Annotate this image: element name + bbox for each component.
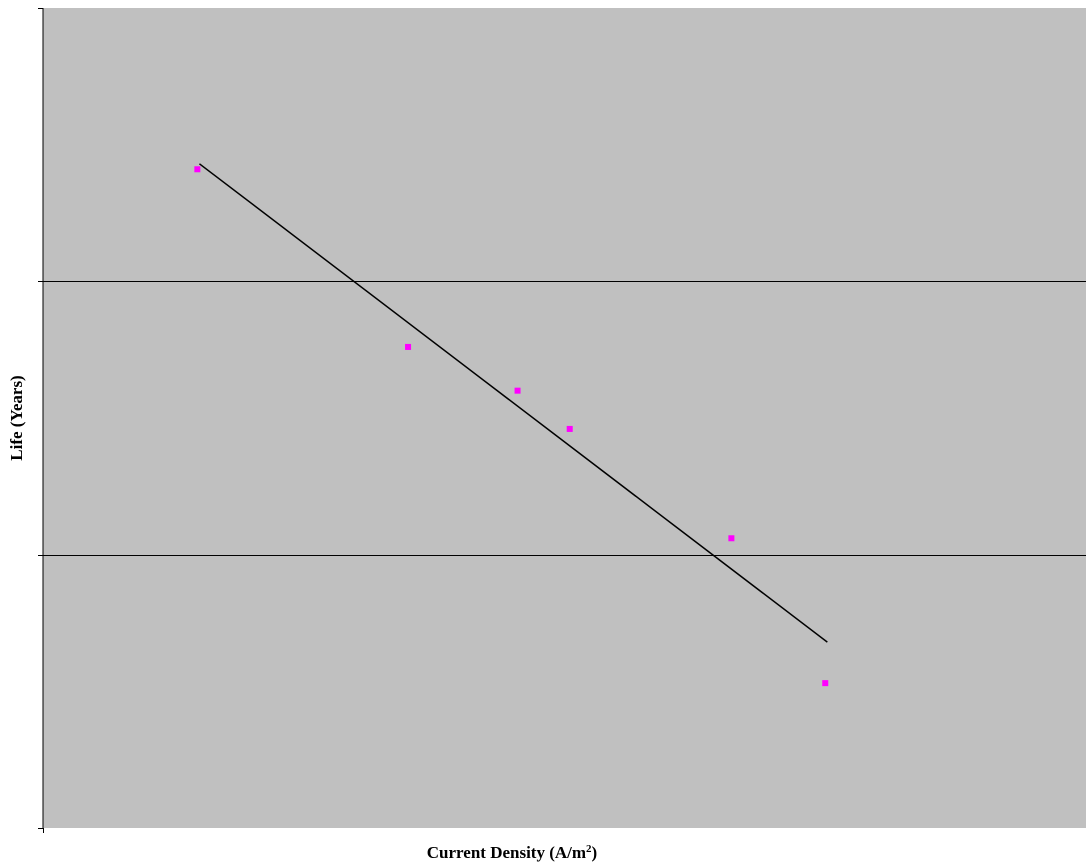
- x-axis-title-main: Current Density (A/m: [427, 843, 586, 862]
- data-point-4: [566, 425, 573, 432]
- gridlines: [43, 281, 1086, 556]
- plot-area: [43, 8, 1086, 828]
- trendline: [198, 163, 828, 643]
- data-points: [194, 166, 829, 687]
- data-point-3: [514, 387, 521, 394]
- data-point-1: [194, 166, 201, 173]
- data-point-5: [728, 535, 735, 542]
- x-axis-title-suffix: ): [592, 843, 598, 862]
- x-axis-title-box: [385, 828, 793, 863]
- data-point-6: [822, 680, 829, 687]
- x-axis-title: Current Density (A/m2): [427, 843, 597, 862]
- x-axis-title-superscript: 2: [586, 843, 592, 855]
- y-axis-ticks: [38, 8, 44, 833]
- data-point-2: [405, 343, 412, 350]
- y-axis-title: Life (Years): [7, 375, 26, 460]
- trendline-layer: [198, 163, 828, 643]
